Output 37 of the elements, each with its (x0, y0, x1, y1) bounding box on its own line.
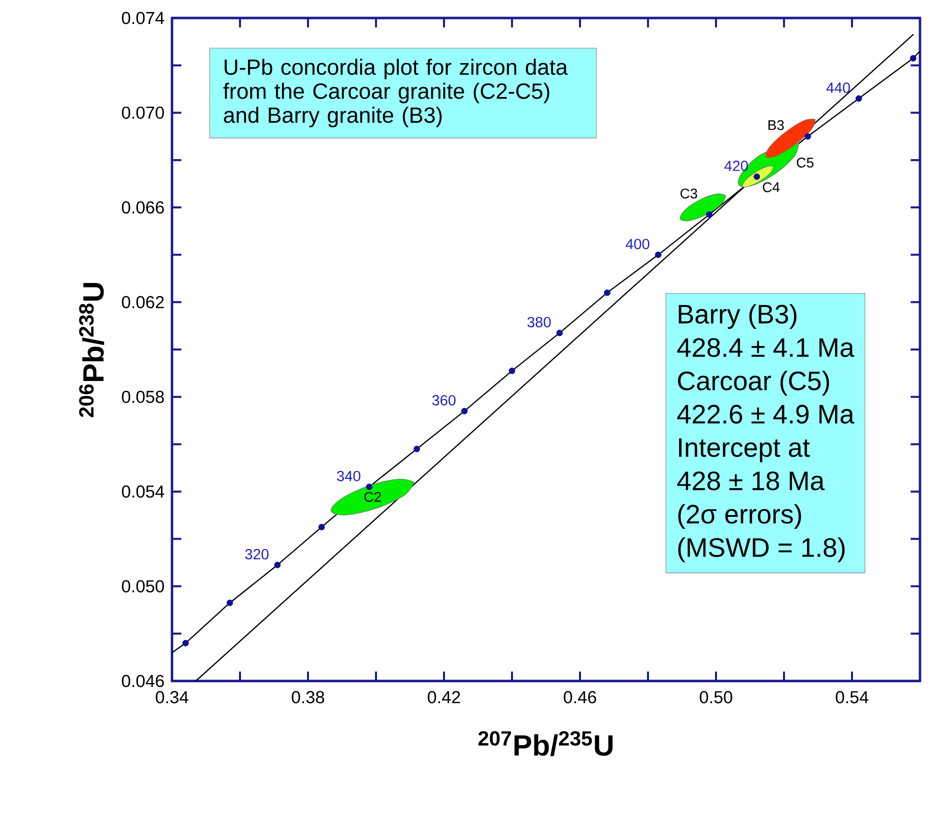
y-tick-label: 0.058 (122, 390, 164, 403)
y-tick-label: 0.074 (122, 12, 164, 24)
series-label: B3 (768, 120, 784, 130)
annotation: (MSWD = 1.8) (678, 537, 845, 562)
x-tick-label: 0.42 (428, 691, 460, 704)
annotation: Barry (B3) (678, 304, 796, 329)
y-tick-label: 0.070 (122, 106, 164, 119)
annotation: 428.4 ± 4.1 Ma (677, 338, 854, 357)
annotation: Intercept at (679, 438, 810, 462)
x-tick-label: 0.38 (292, 691, 324, 704)
y-axis-title: $^{206}$Pb/$^{238}$U (79, 282, 104, 418)
series-label: C4 (762, 182, 780, 192)
y-tick-label: 0.050 (122, 580, 164, 592)
x-tick-label: 0.46 (564, 691, 596, 704)
annotation: (2σ errors) (678, 504, 802, 529)
y-tick-label: 0.054 (122, 485, 164, 498)
series-label: C5 (796, 158, 814, 168)
text: U-Pb concordia plot for zircon data from the Carcoar granite (C2-C5) and Barry granite (B3) (223, 58, 568, 128)
annotation: Carcoar (C5) (678, 370, 830, 396)
series-label: C2 (364, 492, 381, 502)
y-tick-label: 0.046 (122, 674, 164, 688)
annotation: 440 (826, 82, 850, 93)
y-tick-label: 0.066 (122, 201, 164, 214)
x-axis-title: $^{207}$Pb/$^{235}$U (478, 731, 613, 756)
series-label: C3 (680, 188, 698, 198)
x-tick-label: 0.50 (700, 691, 732, 704)
annotation: 428 ± 18 Ma (677, 471, 825, 490)
annotation: 422.6 ± 4.9 Ma (677, 404, 854, 424)
annotation: 380 (527, 316, 551, 328)
x-tick-label: 0.54 (836, 691, 868, 704)
annotation: 420 (724, 160, 748, 172)
x-tick-label: 0.34 (156, 691, 188, 704)
annotation: 340 (337, 470, 360, 482)
annotation: 320 (245, 549, 269, 560)
annotation: 400 (626, 238, 650, 250)
y-tick-label: 0.062 (122, 296, 164, 308)
annotation: 360 (432, 395, 456, 406)
